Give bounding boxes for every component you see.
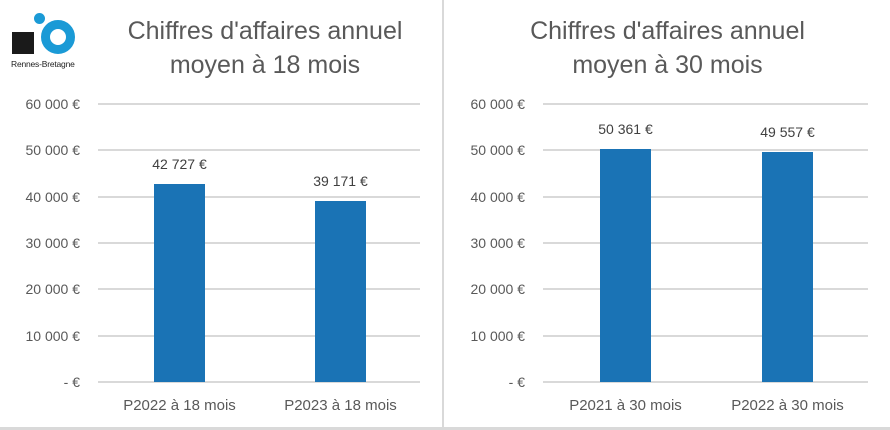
y-axis-tick-label: 30 000 € [470, 235, 526, 251]
gridline [98, 149, 420, 152]
chart-title: Chiffres d'affaires annuel moyen à 30 moi… [500, 14, 835, 82]
gridline [98, 195, 420, 198]
gridline [543, 149, 868, 152]
logo-ring-icon [41, 20, 75, 54]
bar-value-label: 50 361 € [598, 120, 653, 137]
y-axis-tick-label: - € [63, 374, 80, 390]
bar-value-label: 39 171 € [313, 172, 368, 189]
logo-dot-icon [34, 13, 45, 24]
gridline [543, 103, 868, 105]
chart-title: Chiffres d'affaires annuel moyen à 18 moi… [100, 14, 430, 82]
y-axis-tick-label: 60 000 € [25, 96, 81, 112]
logo-text: Rennes-Bretagne [11, 59, 75, 69]
bar [600, 148, 651, 382]
y-axis-tick-label: 50 000 € [470, 142, 526, 159]
gridline [543, 381, 868, 383]
bar [315, 200, 366, 382]
x-axis-category-label: P2021 à 30 mois [569, 397, 682, 414]
x-axis-category-label: P2023 à 18 mois [284, 397, 397, 414]
gridline [543, 242, 868, 244]
bar-value-label: 42 727 € [152, 156, 207, 173]
y-axis-tick-label: 40 000 € [25, 188, 81, 205]
y-axis-tick-label: 40 000 € [470, 188, 526, 205]
chart-title-line: Chiffres d'affaires annuel [530, 17, 805, 45]
gridline [543, 334, 868, 337]
x-axis-category-label: P2022 à 18 mois [123, 397, 236, 414]
rennes-bretagne-logo: Rennes-Bretagne [10, 10, 85, 75]
y-axis-tick-label: 10 000 € [470, 327, 526, 344]
y-axis-tick-label: 10 000 € [25, 327, 81, 344]
gridline [543, 288, 868, 291]
bar [154, 184, 205, 382]
gridline [98, 334, 420, 337]
x-axis-category-label: P2022 à 30 mois [731, 397, 844, 414]
bar [762, 152, 813, 382]
y-axis-tick-label: 20 000 € [470, 281, 526, 298]
bottom-border [0, 427, 890, 430]
gridline [98, 103, 420, 105]
y-axis-tick-label: - € [508, 374, 525, 390]
panel-divider [442, 0, 444, 428]
chart-title-line: moyen à 18 mois [169, 51, 361, 79]
gridline [98, 242, 420, 244]
y-axis-tick-label: 60 000 € [470, 96, 526, 112]
gridline [543, 195, 868, 198]
gridline [98, 381, 420, 383]
logo-square-icon [12, 32, 34, 54]
y-axis-tick-label: 30 000 € [25, 235, 81, 251]
y-axis-tick-label: 50 000 € [25, 142, 81, 159]
y-axis-tick-label: 20 000 € [25, 281, 81, 298]
gridline [98, 288, 420, 291]
chart-title-line: Chiffres d'affaires annuel [127, 17, 403, 45]
bar-value-label: 49 557 € [760, 124, 815, 141]
chart-title-line: moyen à 30 mois [572, 51, 763, 79]
